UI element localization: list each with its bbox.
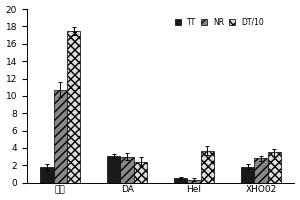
Bar <box>121 157 134 183</box>
Bar <box>53 90 67 183</box>
Bar <box>107 156 121 183</box>
Bar <box>174 178 188 183</box>
Bar <box>201 151 214 183</box>
Bar <box>241 167 254 183</box>
Bar <box>188 180 201 183</box>
Bar <box>268 152 281 183</box>
Bar <box>40 167 53 183</box>
Bar <box>67 31 80 183</box>
Legend: TT, NR, DT/10: TT, NR, DT/10 <box>172 15 267 30</box>
Bar <box>254 158 268 183</box>
Bar <box>134 162 147 183</box>
